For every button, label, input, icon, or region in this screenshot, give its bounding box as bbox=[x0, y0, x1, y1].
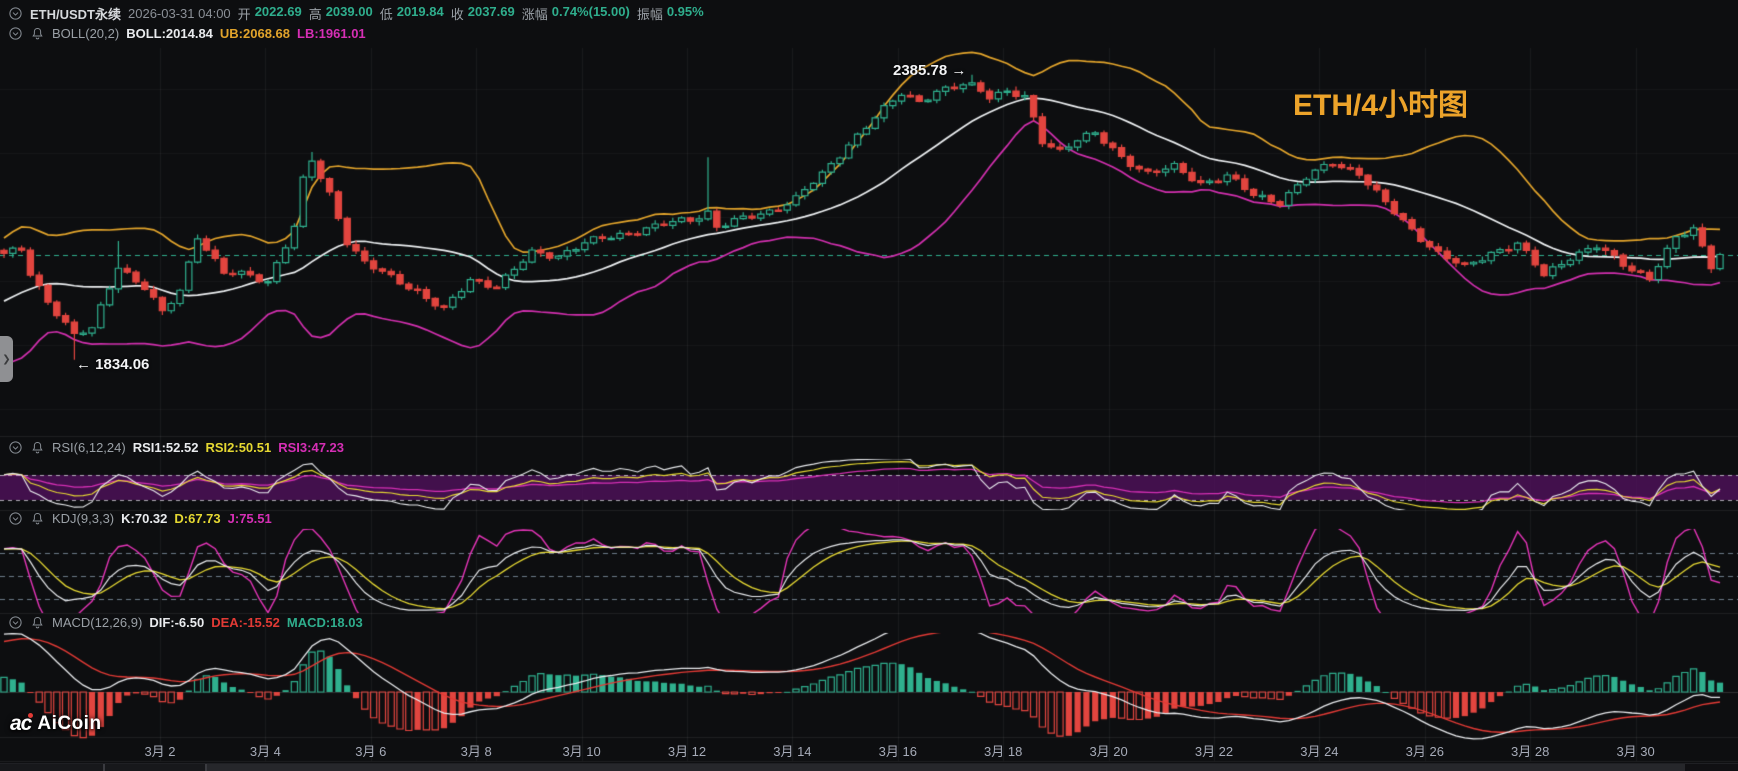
horizontal-scrollbar[interactable] bbox=[0, 763, 1738, 771]
aicoin-logo-text: AiCoin bbox=[37, 713, 102, 734]
collapse-chevron-icon[interactable] bbox=[8, 6, 23, 21]
symbol-header-row: ETH/USDT永续 2026-03-31 04:00 开 2022.69 高 20… bbox=[8, 4, 704, 23]
x-axis-tick: 3月 10 bbox=[562, 744, 601, 759]
aicoin-logo: ac AiCoin bbox=[10, 712, 102, 736]
collapse-chevron-icon[interactable] bbox=[8, 615, 23, 630]
alert-bell-icon[interactable] bbox=[30, 615, 45, 630]
scrollbar-segment[interactable] bbox=[105, 764, 205, 771]
x-axis-tick: 3月 12 bbox=[667, 744, 707, 759]
alert-bell-icon[interactable] bbox=[30, 440, 45, 455]
x-axis-tick: 3月 22 bbox=[1194, 744, 1234, 759]
x-axis-tick: 3月 2 bbox=[144, 744, 176, 759]
open-label: 开 bbox=[237, 7, 251, 22]
macd-dea-value: DEA:-15.52 bbox=[211, 615, 280, 630]
high-price-annotation: 2385.78 → bbox=[893, 62, 967, 79]
symbol-name: ETH/USDT永续 bbox=[30, 7, 122, 22]
kdj-j-value: J:75.51 bbox=[227, 511, 272, 526]
alert-bell-icon[interactable] bbox=[30, 26, 45, 41]
x-axis-tick: 3月 20 bbox=[1089, 744, 1128, 759]
x-axis-tick: 3月 14 bbox=[773, 744, 812, 759]
x-axis-tick: 3月 8 bbox=[460, 744, 492, 759]
change-value: 0.74%(15.00) bbox=[551, 4, 630, 19]
x-axis-tick: 3月 4 bbox=[249, 744, 281, 759]
x-axis-tick: 3月 16 bbox=[878, 744, 917, 759]
x-axis-tick: 3月 28 bbox=[1511, 744, 1550, 759]
rsi1-value: RSI1:52.52 bbox=[132, 440, 199, 455]
rsi2-value: RSI2:50.51 bbox=[205, 440, 272, 455]
collapse-chevron-icon[interactable] bbox=[8, 26, 23, 41]
scrollbar-divider bbox=[103, 764, 105, 771]
alert-bell-icon[interactable] bbox=[30, 511, 45, 526]
high-value: 2039.00 bbox=[325, 4, 373, 19]
macd-header-row: MACD(12,26,9) DIF:-6.50 DEA:-15.52 MACD:… bbox=[8, 615, 363, 630]
x-axis-tick: 3月 24 bbox=[1300, 744, 1339, 759]
amplitude-value: 0.95% bbox=[666, 4, 704, 19]
macd-value: MACD:18.03 bbox=[286, 615, 363, 630]
collapse-chevron-icon[interactable] bbox=[8, 440, 23, 455]
macd-indicator-name: MACD(12,26,9) bbox=[52, 615, 143, 630]
panel-expand-handle[interactable]: ❯ bbox=[0, 336, 13, 382]
close-label: 收 bbox=[450, 7, 464, 22]
kdj-k-value: K:70.32 bbox=[121, 511, 168, 526]
amplitude-label: 振幅 bbox=[636, 7, 663, 22]
change-label: 涨幅 bbox=[521, 7, 548, 22]
rsi3-value: RSI3:47.23 bbox=[278, 440, 344, 455]
aicoin-logo-mark: ac bbox=[10, 712, 34, 735]
scrollbar-divider bbox=[205, 764, 207, 771]
close-value: 2037.69 bbox=[467, 4, 515, 19]
boll-mb-value: BOLL:2014.84 bbox=[126, 26, 213, 41]
scrollbar-thumb[interactable] bbox=[207, 764, 1685, 771]
scrollbar-segment[interactable] bbox=[0, 764, 103, 771]
low-price-annotation: ← 1834.06 bbox=[76, 356, 150, 373]
rsi-header-row: RSI(6,12,24) RSI1:52.52 RSI2:50.51 RSI3:… bbox=[8, 440, 344, 455]
kdj-indicator-name: KDJ(9,3,3) bbox=[52, 511, 115, 526]
boll-ub-value: UB:2068.68 bbox=[219, 26, 291, 41]
high-label: 高 bbox=[308, 7, 322, 22]
kdj-d-value: D:67.73 bbox=[174, 511, 221, 526]
kdj-header-row: KDJ(9,3,3) K:70.32 D:67.73 J:75.51 bbox=[8, 511, 272, 526]
x-axis-tick: 3月 30 bbox=[1616, 744, 1655, 759]
collapse-chevron-icon[interactable] bbox=[8, 511, 23, 526]
x-axis-tick: 3月 6 bbox=[355, 744, 387, 759]
low-label: 低 bbox=[379, 7, 393, 22]
low-value: 2019.84 bbox=[396, 4, 444, 19]
chevron-right-icon: ❯ bbox=[2, 353, 11, 365]
x-axis-tick: 3月 18 bbox=[984, 744, 1023, 759]
boll-indicator-name: BOLL(20,2) bbox=[52, 26, 120, 41]
x-axis: 3月 2 3月 4 3月 6 3月 8 3月 10 3月 12 3月 14 3月 16 3月 1… bbox=[0, 741, 1738, 761]
boll-header-row: BOLL(20,2) BOLL:2014.84 UB:2068.68 LB:19… bbox=[8, 26, 366, 41]
rsi-indicator-name: RSI(6,12,24) bbox=[52, 440, 126, 455]
boll-lb-value: LB:1961.01 bbox=[297, 26, 366, 41]
macd-dif-value: DIF:-6.50 bbox=[149, 615, 205, 630]
bar-datetime: 2026-03-31 04:00 bbox=[128, 6, 231, 21]
x-axis-tick: 3月 26 bbox=[1405, 744, 1444, 759]
logo-red-dot bbox=[28, 713, 34, 718]
chart-watermark-title: ETH/4小时图 bbox=[1293, 89, 1469, 122]
open-value: 2022.69 bbox=[254, 4, 302, 19]
